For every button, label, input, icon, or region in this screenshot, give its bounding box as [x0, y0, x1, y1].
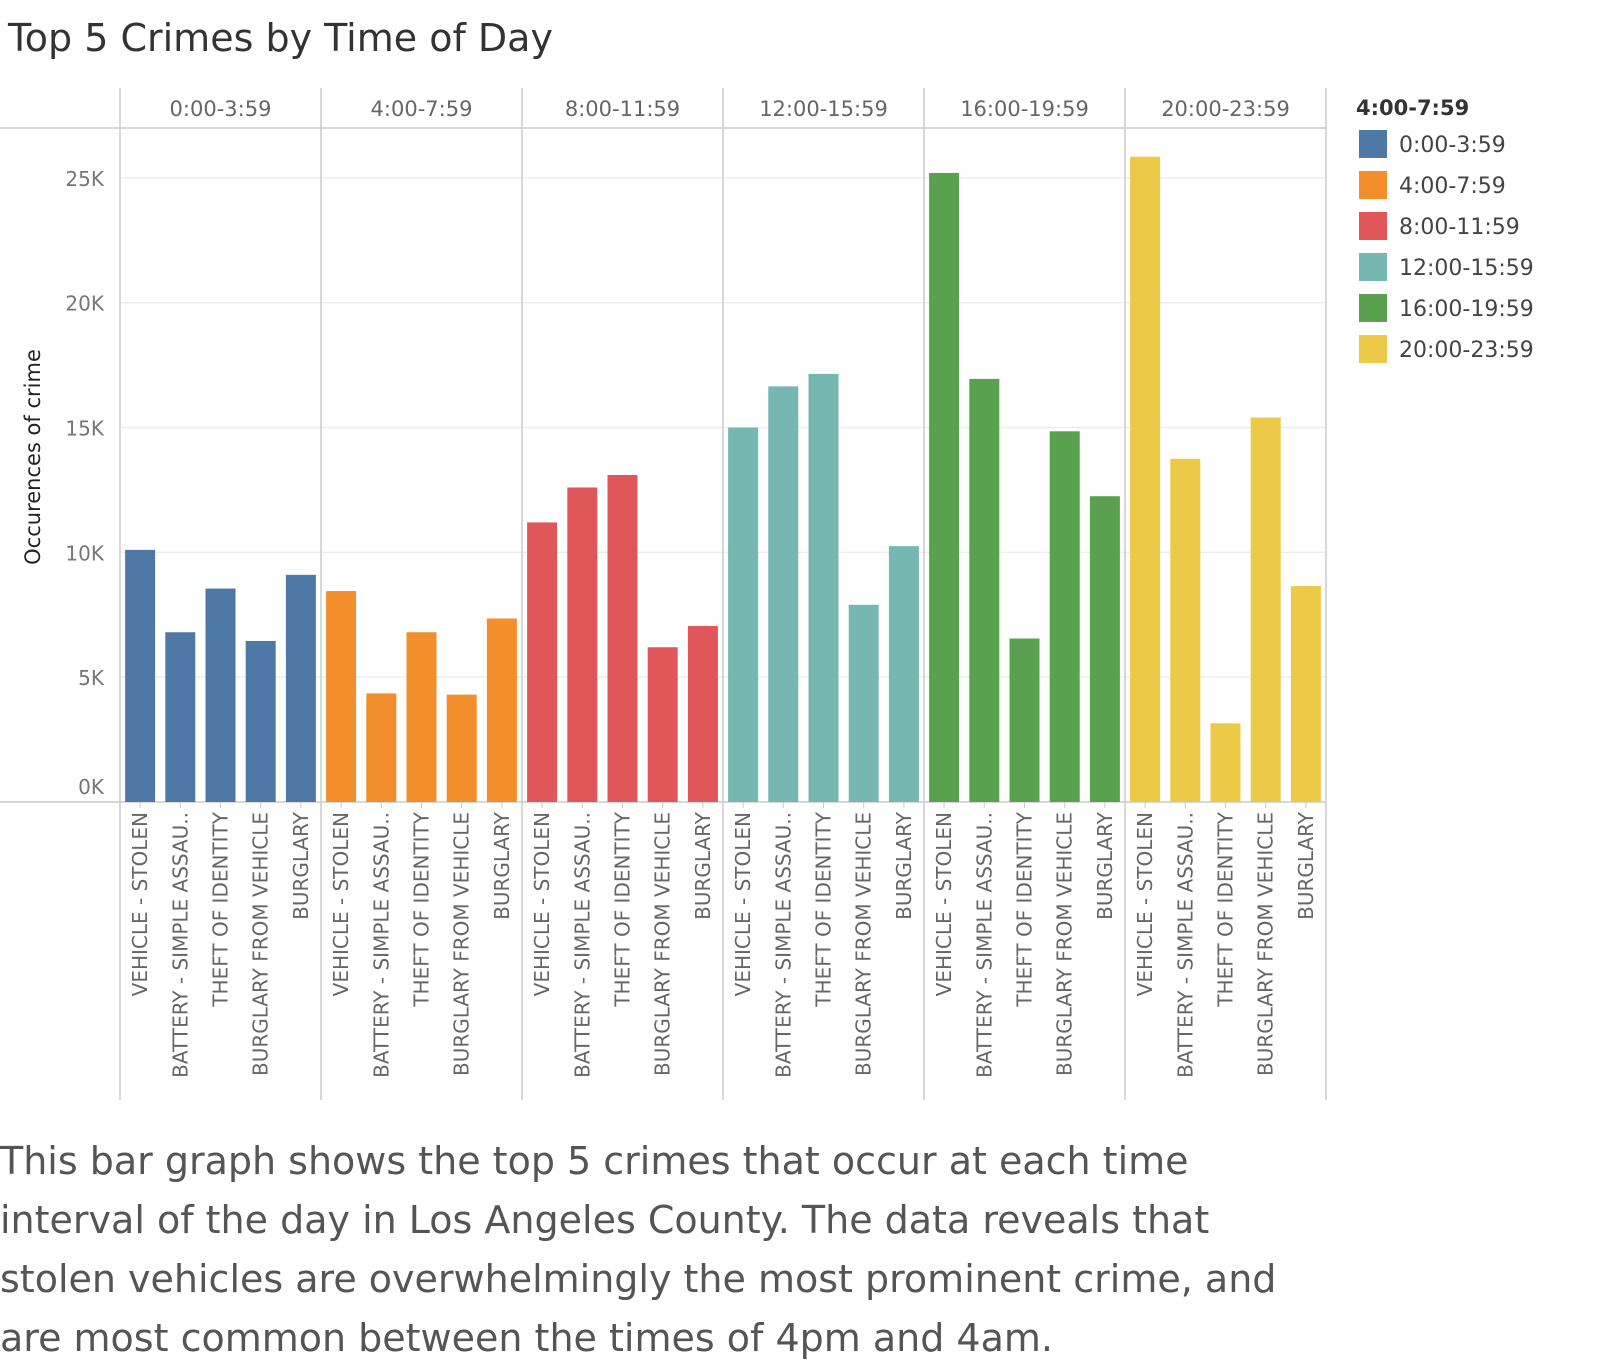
- legend-swatch[interactable]: [1359, 294, 1387, 322]
- x-tick-label: BURGLARY: [1294, 811, 1318, 920]
- panel-header-label: 8:00-11:59: [565, 97, 680, 121]
- legend-title: 4:00-7:59: [1356, 96, 1469, 120]
- bar[interactable]: [326, 591, 357, 802]
- bar[interactable]: [366, 693, 397, 802]
- panel-headers: 0:00-3:59 4:00-7:59 8:00-11:59 12:00-15:59 1…: [170, 97, 1290, 121]
- bar[interactable]: [607, 474, 638, 802]
- legend: 4:00-7:59 0:00-3:59 4:00-7:59 8:00-11:59 12…: [1356, 96, 1534, 363]
- x-tick-label: BURGLARY FROM VEHICLE: [1053, 812, 1077, 1076]
- bar[interactable]: [768, 386, 799, 802]
- y-axis-label: Occurences of crime: [21, 349, 45, 565]
- bar[interactable]: [446, 694, 477, 802]
- panel-header-label: 0:00-3:59: [170, 97, 272, 121]
- y-tick-label: 15K: [65, 417, 104, 441]
- x-tick-label: BURGLARY: [490, 811, 514, 920]
- legend-label[interactable]: 4:00-7:59: [1399, 174, 1506, 199]
- x-tick-label: THEFT OF IDENTITY: [611, 811, 635, 1007]
- bar[interactable]: [245, 640, 276, 802]
- x-tick-label: VEHICLE - STOLEN: [128, 812, 152, 996]
- chart-title: Top 5 Crimes by Time of Day: [8, 16, 553, 60]
- chart-caption: This bar graph shows the top 5 crimes th…: [0, 1139, 1277, 1360]
- bar[interactable]: [808, 373, 839, 802]
- x-tick-label: THEFT OF IDENTITY: [209, 811, 233, 1007]
- bar[interactable]: [527, 522, 558, 802]
- x-tick-label: BATTERY - SIMPLE ASSAU..: [972, 812, 996, 1078]
- y-tick-label: 0K: [78, 775, 105, 799]
- bar[interactable]: [1250, 417, 1281, 802]
- legend-swatch[interactable]: [1359, 335, 1387, 363]
- bar[interactable]: [486, 618, 517, 802]
- x-tick-label: THEFT OF IDENTITY: [1013, 811, 1037, 1007]
- x-tick-label: BURGLARY: [289, 811, 313, 920]
- legend-label[interactable]: 0:00-3:59: [1399, 133, 1506, 158]
- bar[interactable]: [848, 604, 879, 802]
- y-tick-label: 20K: [65, 292, 104, 316]
- bar[interactable]: [969, 378, 1000, 802]
- bar[interactable]: [205, 588, 236, 802]
- bar[interactable]: [125, 549, 156, 802]
- legend-label[interactable]: 8:00-11:59: [1399, 215, 1520, 240]
- panel-header-label: 16:00-19:59: [960, 97, 1089, 121]
- y-axis-ticks: 0K 5K 10K 15K 20K 25K: [65, 167, 104, 799]
- x-tick-label: VEHICLE - STOLEN: [530, 812, 554, 996]
- bar[interactable]: [1210, 723, 1241, 802]
- bar[interactable]: [165, 632, 196, 802]
- panel-header-label: 4:00-7:59: [371, 97, 473, 121]
- bar[interactable]: [647, 647, 678, 802]
- bar-chart: 0:00-3:59 4:00-7:59 8:00-11:59 12:00-15:59 1…: [0, 88, 1534, 1100]
- bar[interactable]: [1170, 458, 1201, 802]
- x-tick-label: THEFT OF IDENTITY: [812, 811, 836, 1007]
- bar[interactable]: [406, 632, 437, 802]
- x-tick-label: BURGLARY: [1093, 811, 1117, 920]
- x-tick-label: VEHICLE - STOLEN: [1133, 812, 1157, 996]
- bars: [125, 156, 1321, 803]
- bar[interactable]: [728, 427, 759, 802]
- x-tick-label: BURGLARY FROM VEHICLE: [651, 812, 675, 1076]
- legend-swatch[interactable]: [1359, 212, 1387, 240]
- legend-label[interactable]: 12:00-15:59: [1399, 256, 1534, 281]
- x-tick-label: BURGLARY FROM VEHICLE: [1254, 812, 1278, 1076]
- bar[interactable]: [1290, 586, 1321, 802]
- x-tick-label: VEHICLE - STOLEN: [731, 812, 755, 996]
- x-tick-label: BATTERY - SIMPLE ASSAU..: [771, 812, 795, 1078]
- x-tick-label: BURGLARY FROM VEHICLE: [249, 812, 273, 1076]
- legend-label[interactable]: 20:00-23:59: [1399, 338, 1534, 363]
- y-tick-label: 10K: [65, 541, 104, 565]
- x-tick-label: BATTERY - SIMPLE ASSAU..: [1173, 812, 1197, 1078]
- x-tick-label: BURGLARY: [691, 811, 715, 920]
- panel-header-label: 20:00-23:59: [1161, 97, 1290, 121]
- x-tick-label: VEHICLE - STOLEN: [329, 812, 353, 996]
- legend-swatch[interactable]: [1359, 171, 1387, 199]
- x-axis-ticks: VEHICLE - STOLEN BATTERY - SIMPLE ASSAU..…: [128, 802, 1318, 1078]
- bar[interactable]: [1049, 431, 1080, 802]
- y-tick-label: 25K: [65, 167, 104, 191]
- x-tick-label: THEFT OF IDENTITY: [1214, 811, 1238, 1007]
- panel-header-label: 12:00-15:59: [759, 97, 888, 121]
- x-tick-label: BATTERY - SIMPLE ASSAU..: [168, 812, 192, 1078]
- bar[interactable]: [1009, 638, 1040, 802]
- x-tick-label: BURGLARY: [892, 811, 916, 920]
- bar[interactable]: [567, 487, 598, 802]
- x-tick-label: VEHICLE - STOLEN: [932, 812, 956, 996]
- bar[interactable]: [929, 172, 960, 802]
- x-tick-label: BATTERY - SIMPLE ASSAU..: [369, 812, 393, 1078]
- y-tick-label: 5K: [78, 666, 105, 690]
- bar[interactable]: [1130, 156, 1161, 803]
- x-tick-label: THEFT OF IDENTITY: [410, 811, 434, 1007]
- bar[interactable]: [1089, 496, 1120, 802]
- x-tick-label: BURGLARY FROM VEHICLE: [450, 812, 474, 1076]
- legend-swatch[interactable]: [1359, 253, 1387, 281]
- x-tick-label: BATTERY - SIMPLE ASSAU..: [570, 812, 594, 1078]
- legend-label[interactable]: 16:00-19:59: [1399, 297, 1534, 322]
- bar[interactable]: [687, 626, 718, 802]
- bar[interactable]: [285, 574, 316, 802]
- bar[interactable]: [888, 546, 919, 802]
- legend-swatch[interactable]: [1359, 130, 1387, 158]
- x-tick-label: BURGLARY FROM VEHICLE: [852, 812, 876, 1076]
